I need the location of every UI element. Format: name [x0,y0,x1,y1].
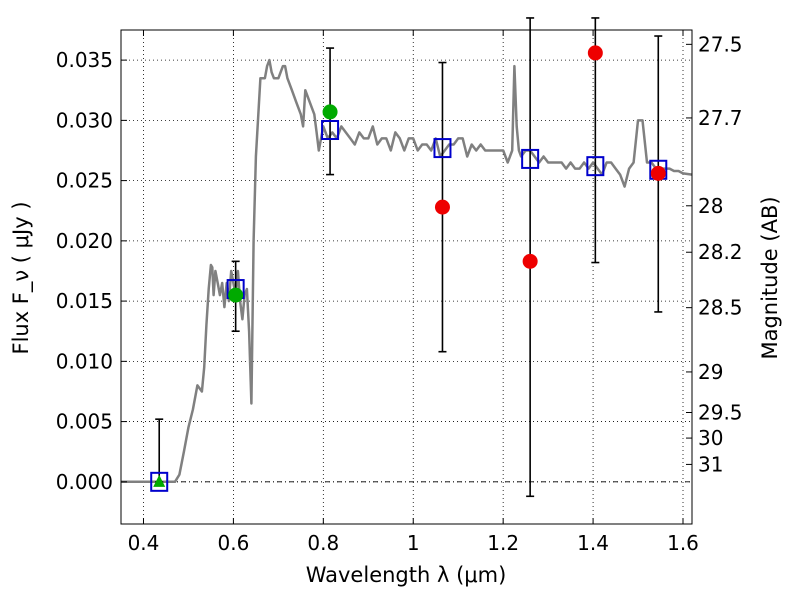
grid-lines [121,30,692,524]
error-bars-layer [155,17,663,498]
x-tick-label: 1.6 [667,531,699,555]
x-axis-ticks: 0.4 0.6 0.8 1 1.2 1.4 1.6 [128,30,699,555]
magnitude-tick-label: 27.7 [698,106,743,130]
nondetection-point [587,45,603,61]
magnitude-tick-label: 29.5 [698,400,743,424]
detection-point [228,287,244,303]
x-tick-label: 0.6 [217,531,249,555]
y-tick-label: 0.015 [56,289,113,313]
synthetic-photometry-square [521,148,540,169]
synthetic-photometry-square [321,120,340,141]
y-tick-label: 0.035 [56,48,113,72]
synthetic-photometry-square [433,138,452,159]
y-tick-label: 0.020 [56,229,113,253]
upper-limit-triangle [153,474,166,487]
model-spectrum-line [121,58,693,484]
y-tick-label: 0.025 [56,169,113,193]
nondetection-point [650,165,666,181]
y-tick-label: 0.000 [56,470,113,494]
y-axis-ticks: 0.000 0.005 0.010 0.015 0.020 0.025 0.030 0.035 [56,48,127,494]
x-tick-label: 1.4 [577,531,609,555]
y-axis-left-label: Flux F_ν ( μJy ) [9,201,34,354]
magnitude-tick-label: 28.2 [698,240,743,264]
x-tick-label: 0.8 [307,531,339,555]
magnitude-tick-label: 27.5 [698,32,743,56]
markers-layer [150,45,668,492]
synthetic-photometry-square [586,156,605,177]
synthetic-photometry-square [150,471,169,492]
magnitude-tick-label: 28.5 [698,296,743,320]
x-tick-label: 0.4 [128,531,160,555]
nondetection-point [522,253,538,269]
y-tick-label: 0.010 [56,349,113,373]
x-axis-label: Wavelength λ (μm) [306,563,507,587]
y-axis-right-label: Magnitude (AB) [758,196,782,359]
detection-point [322,104,338,120]
model-spectrum-layer [121,58,693,484]
plot-frame [120,29,693,525]
magnitude-tick-label: 31 [698,452,723,476]
magnitude-tick-label: 29 [698,360,723,384]
magnitude-tick-label: 30 [698,426,723,450]
y-tick-label: 0.005 [56,410,113,434]
x-tick-label: 1 [407,531,420,555]
nondetection-point [434,199,450,215]
y-tick-label: 0.030 [56,108,113,132]
x-tick-label: 1.2 [487,531,519,555]
magnitude-tick-label: 28 [698,194,723,218]
